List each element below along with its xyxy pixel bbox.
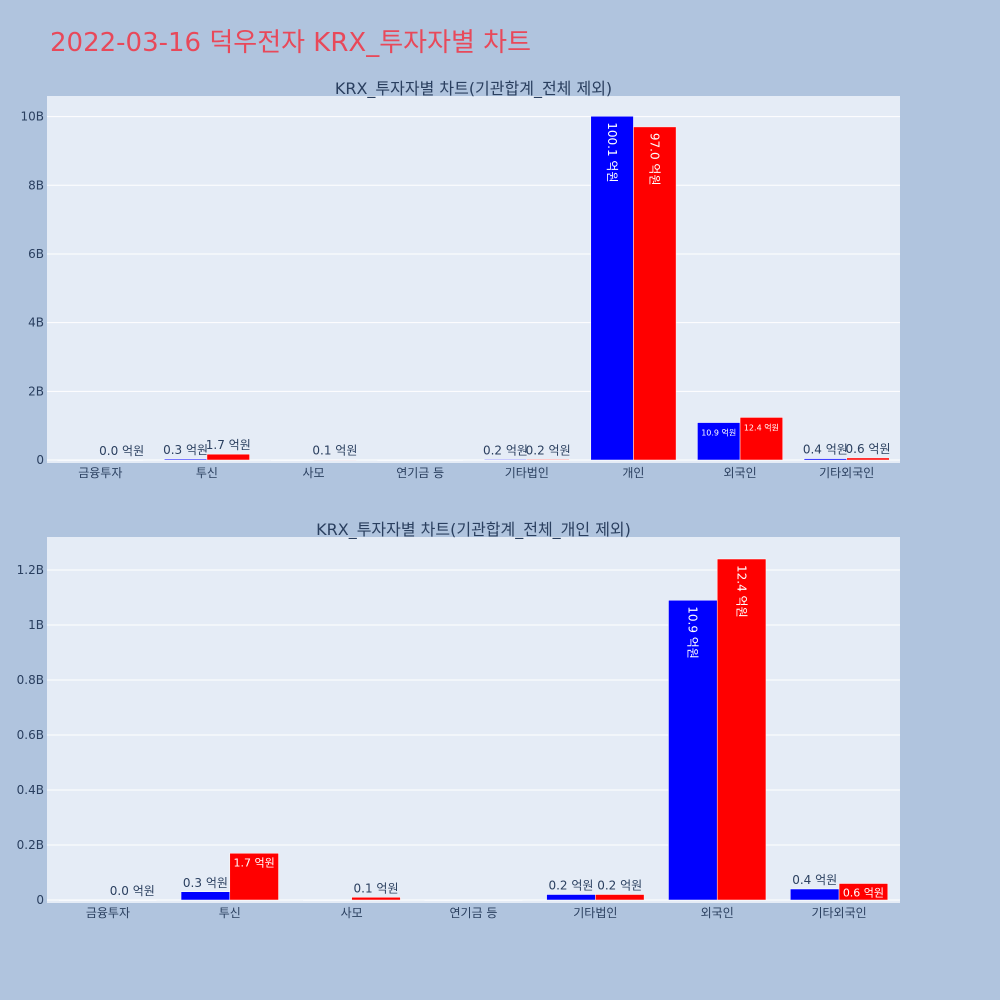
data-label: 97.0 억원 xyxy=(648,133,662,186)
data-label: 1.7 억원 xyxy=(234,856,275,869)
sell-bar xyxy=(526,459,570,461)
sell-bar xyxy=(595,894,645,901)
sell-bar xyxy=(473,899,523,901)
buy-bar xyxy=(302,899,352,901)
y-tick-label: 4B xyxy=(28,316,44,330)
sell-bar xyxy=(838,883,889,901)
y-tick-label: 0 xyxy=(36,453,44,467)
buy-bar xyxy=(164,458,208,461)
x-tick-label: 금융투자 xyxy=(78,466,122,480)
x-tick-label: 연기금 등 xyxy=(396,466,444,480)
data-label: 10.9 억원 xyxy=(686,606,700,659)
y-tick-label: 0 xyxy=(36,893,44,907)
buy-bar xyxy=(58,899,109,901)
data-label: 100.1 억원 xyxy=(605,122,619,182)
chart-title: KRX_투자자별 차트(기관합계_전체_개인 제외) xyxy=(316,520,631,540)
sell-bar xyxy=(739,417,783,461)
data-label: 0.2 억원 xyxy=(597,879,642,893)
x-tick-label: 투신 xyxy=(219,906,241,920)
sell-bar xyxy=(313,459,357,461)
sell-bar xyxy=(633,126,677,461)
buy-bar xyxy=(424,899,474,901)
y-tick-label: 10B xyxy=(20,110,44,124)
sell-bar xyxy=(100,459,144,461)
data-label: 0.4 억원 xyxy=(792,873,837,887)
y-tick-label: 1B xyxy=(28,618,44,632)
data-label: 0.1 억원 xyxy=(312,444,357,458)
sell-bar xyxy=(419,459,464,461)
x-tick-label: 외국인 xyxy=(701,906,734,920)
buy-bar xyxy=(483,459,528,461)
y-tick-label: 0.6B xyxy=(17,728,44,742)
y-tick-label: 6B xyxy=(28,247,44,261)
plot-area xyxy=(47,537,900,903)
chart-top: KRX_투자자별 차트(기관합계_전체 제외) 0 2B 4B 6B 8B 10B 금융투자 0… xyxy=(20,79,900,480)
data-label: 0.2 억원 xyxy=(483,443,528,457)
data-label: 0.0 억원 xyxy=(99,444,144,458)
buy-bar xyxy=(668,600,718,901)
y-tick-label: 2B xyxy=(28,384,44,398)
data-label: 0.0 억원 xyxy=(110,884,155,898)
x-tick-label: 금융투자 xyxy=(86,906,130,920)
data-label: 0.6 억원 xyxy=(846,442,891,456)
y-tick-label: 8B xyxy=(28,178,44,192)
buy-bar xyxy=(546,894,596,901)
buy-bar xyxy=(57,459,101,461)
buy-bar xyxy=(697,422,741,461)
x-tick-label: 기타법인 xyxy=(573,906,617,920)
data-label: 0.3 억원 xyxy=(163,443,208,457)
y-tick-label: 0.2B xyxy=(17,838,44,852)
buy-bar xyxy=(270,459,314,461)
x-tick-label: 사모 xyxy=(341,906,363,920)
buy-bar xyxy=(377,459,421,461)
x-tick-label: 투신 xyxy=(196,466,218,480)
buy-bar xyxy=(803,458,847,461)
data-label: 1.7 억원 xyxy=(206,438,251,452)
plot-area xyxy=(47,96,900,463)
sell-bar xyxy=(846,457,890,461)
buy-bar xyxy=(790,888,840,901)
x-tick-label: 외국인 xyxy=(724,466,757,480)
y-tick-label: 0.4B xyxy=(17,783,44,797)
sell-bar xyxy=(107,899,157,901)
x-tick-label: 기타법인 xyxy=(505,466,549,480)
buy-bar xyxy=(180,891,231,901)
data-label: 0.6 억원 xyxy=(843,887,884,900)
x-tick-label: 기타외국인 xyxy=(811,906,866,920)
x-tick-label: 사모 xyxy=(303,466,325,480)
x-tick-label: 개인 xyxy=(622,466,644,480)
data-label: 12.4 억원 xyxy=(734,565,748,618)
data-label: 0.2 억원 xyxy=(526,443,571,457)
x-tick-label: 연기금 등 xyxy=(450,906,498,920)
data-label: 0.1 억원 xyxy=(354,881,399,895)
data-label: 12.4 억원 xyxy=(744,422,779,432)
sell-bar xyxy=(716,558,767,901)
page-title: 2022-03-16 덕우전자 KRX_투자자별 차트 xyxy=(50,28,532,58)
y-tick-label: 0.8B xyxy=(17,673,44,687)
x-tick-label: 기타외국인 xyxy=(819,466,874,480)
sell-bar xyxy=(351,897,401,901)
data-label: 10.9 억원 xyxy=(701,428,736,438)
sell-bar xyxy=(206,453,250,461)
data-label: 0.3 억원 xyxy=(183,876,228,890)
data-label: 0.2 억원 xyxy=(548,879,593,893)
data-label: 0.4 억원 xyxy=(803,443,848,457)
chart-title: KRX_투자자별 차트(기관합계_전체 제외) xyxy=(335,79,612,99)
chart-bottom: KRX_투자자별 차트(기관합계_전체_개인 제외) 0 0.2B 0.4B 0.6B 0… xyxy=(17,520,900,920)
sell-bar xyxy=(229,853,279,901)
y-tick-label: 1.2B xyxy=(17,563,44,577)
